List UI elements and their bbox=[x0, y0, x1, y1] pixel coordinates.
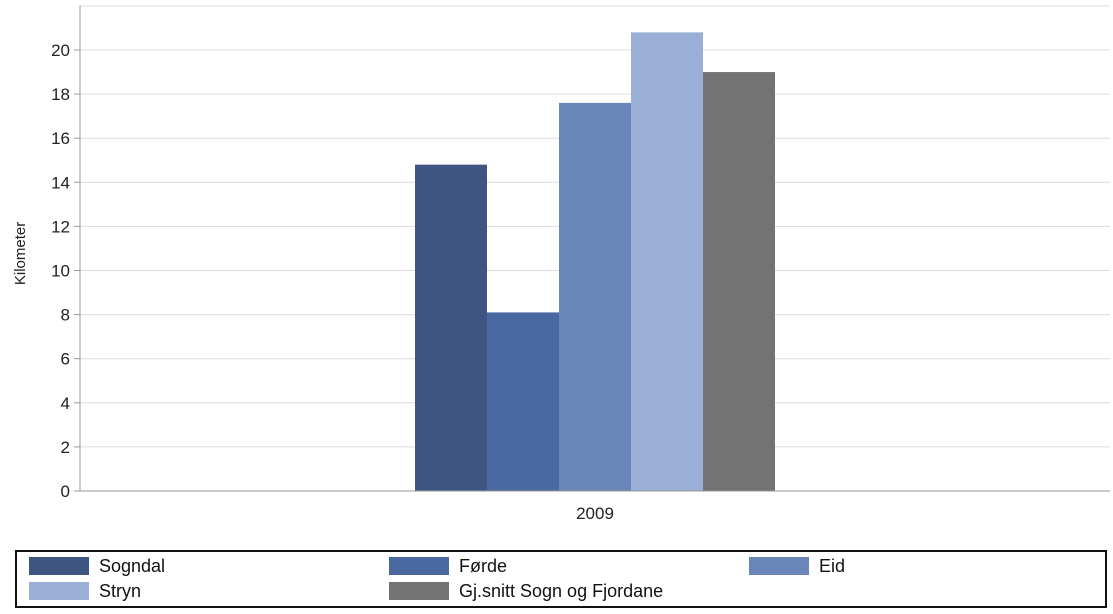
legend-swatch bbox=[29, 582, 89, 600]
legend-item: Førde bbox=[389, 554, 507, 578]
y-tick-label: 18 bbox=[51, 85, 70, 104]
legend-item: Eid bbox=[749, 554, 845, 578]
bar-gj-snitt-sogn-og-fjordane-2009 bbox=[703, 72, 775, 492]
legend-item: Sogndal bbox=[29, 554, 165, 578]
bar-sogndal-2009 bbox=[415, 164, 487, 491]
legend-item: Stryn bbox=[29, 579, 141, 603]
y-axis-label: Kilometer bbox=[12, 222, 29, 285]
bar-eid-2009 bbox=[559, 102, 631, 492]
y-tick-label: 2 bbox=[61, 438, 70, 457]
legend-swatch bbox=[29, 557, 89, 575]
legend: Sogndal Førde Eid Stryn Gj.snitt Sogn og Fjo… bbox=[15, 550, 1107, 608]
y-tick-label: 12 bbox=[51, 217, 70, 236]
legend-swatch bbox=[389, 557, 449, 575]
y-tick-label: 0 bbox=[61, 482, 70, 501]
bar-stryn-2009 bbox=[631, 32, 703, 492]
legend-label: Stryn bbox=[99, 580, 142, 601]
y-tick-label: 6 bbox=[61, 350, 70, 369]
legend-label: Eid bbox=[819, 555, 846, 576]
y-tick-label: 4 bbox=[61, 394, 70, 413]
legend-item: Gj.snitt Sogn og Fjordane bbox=[389, 579, 663, 603]
legend-swatch bbox=[389, 582, 449, 600]
y-tick-label: 20 bbox=[51, 41, 70, 60]
y-tick-label: 16 bbox=[51, 129, 70, 148]
x-tick-label: 2009 bbox=[576, 504, 614, 523]
legend-label: Gj.snitt Sogn og Fjordane bbox=[459, 580, 664, 601]
y-axis-ticks: 0 2 4 6 8 10 12 14 16 18 20 bbox=[51, 41, 80, 501]
legend-label: Førde bbox=[459, 555, 508, 576]
legend-label: Sogndal bbox=[99, 555, 166, 576]
bars bbox=[415, 32, 775, 492]
y-tick-label: 10 bbox=[51, 262, 70, 281]
bar-f-rde-2009 bbox=[487, 312, 559, 491]
bar-chart: 0 2 4 6 8 10 12 14 16 18 20 2009 Kilometer bbox=[12, 5, 1110, 523]
x-axis-ticks: 2009 bbox=[576, 504, 614, 523]
legend-swatch bbox=[749, 557, 809, 575]
y-tick-label: 14 bbox=[51, 173, 70, 192]
y-tick-label: 8 bbox=[61, 306, 70, 325]
